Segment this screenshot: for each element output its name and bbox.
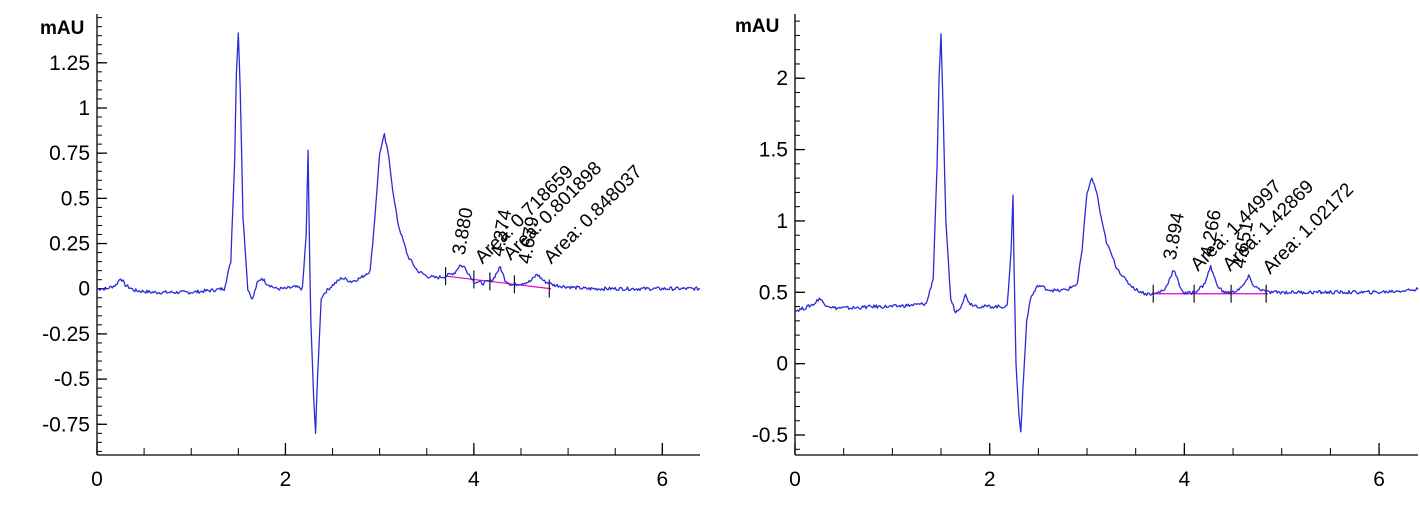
chromatogram-trace xyxy=(96,32,701,435)
y-tick-label: -0.5 xyxy=(54,368,90,391)
integration-baseline xyxy=(445,275,552,290)
peak-retention-time-label: 3.880 xyxy=(449,206,478,256)
y-tick-label: -0.75 xyxy=(42,413,90,436)
y-tick-label: 1.25 xyxy=(49,52,90,75)
x-tick-label: 2 xyxy=(984,468,996,491)
y-tick-label: 0 xyxy=(776,353,788,376)
x-tick-label: 2 xyxy=(280,468,292,491)
x-tick-label: 0 xyxy=(91,468,103,491)
y-tick-label: 1 xyxy=(78,97,90,120)
chromatogram-trace xyxy=(794,33,1419,433)
peak-retention-time-label: 3.894 xyxy=(1160,211,1189,262)
y-tick-label: 0.5 xyxy=(759,281,788,304)
y-tick-label: 0.75 xyxy=(49,142,90,165)
y-unit-label: mAU xyxy=(40,18,84,39)
y-tick-label: 1.5 xyxy=(759,139,788,162)
y-tick-label: 1 xyxy=(776,210,788,233)
y-unit-label: mAU xyxy=(735,16,779,37)
y-tick-label: -0.5 xyxy=(752,424,788,447)
y-tick-label: 0.5 xyxy=(61,187,90,210)
x-tick-label: 0 xyxy=(789,468,801,491)
y-tick-label: 0 xyxy=(78,278,90,301)
y-tick-label: -0.25 xyxy=(42,323,90,346)
chart-panel-1: 1.25 1 0.75 0.5 0.25 0 -0.25 -0.5 -0.75 0 2 4 6 mAU 3.… xyxy=(40,14,701,491)
x-tick-label: 4 xyxy=(1179,468,1191,491)
x-tick-label: 6 xyxy=(1373,468,1385,491)
y-tick-label: 0.25 xyxy=(49,233,90,256)
x-tick-label: 6 xyxy=(656,468,668,491)
x-tick-label: 4 xyxy=(468,468,480,491)
y-tick-label: 2 xyxy=(776,67,788,90)
